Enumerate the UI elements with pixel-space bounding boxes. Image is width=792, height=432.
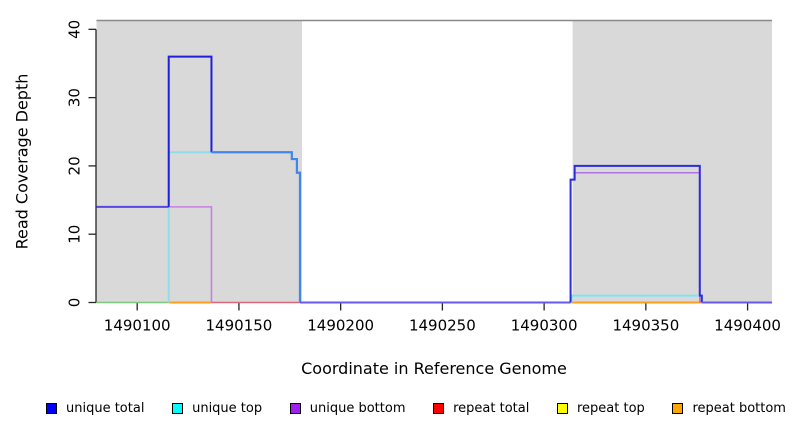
y-tick-label: 0 — [66, 298, 84, 308]
series-segment-unique-bottom-14 — [168, 206, 213, 303]
x-tick-label: 1490250 — [409, 317, 476, 335]
legend-swatch-repeat-bottom — [672, 402, 684, 414]
y-tick-label: 20 — [66, 156, 84, 175]
legend-swatch-repeat-total — [433, 402, 445, 414]
legend: unique total unique top unique bottom repea… — [46, 398, 786, 418]
shaded-region-right — [572, 20, 772, 303]
legend-swatch-unique-top — [172, 402, 184, 414]
legend-item-unique-bottom: unique bottom — [289, 400, 406, 416]
legend-item-repeat-bottom: repeat bottom — [672, 401, 786, 416]
x-tick-label: 1490400 — [714, 317, 781, 335]
x-tick-label: 1490100 — [104, 317, 171, 335]
x-tick-label: 1490350 — [612, 317, 679, 335]
legend-label-repeat-top: repeat top — [577, 400, 645, 416]
legend-label-repeat-bottom: repeat bottom — [692, 400, 786, 416]
legend-item-repeat-top: repeat top — [557, 401, 645, 416]
legend-label-unique-bottom: unique bottom — [309, 400, 406, 416]
series-segment-unique-top-1-right — [570, 294, 698, 303]
chart-canvas: 0 10 20 30 40 1490100 1490150 1490200 1490250 149… — [66, 19, 781, 335]
legend-swatch-repeat-top — [557, 402, 568, 414]
legend-swatch-unique-bottom — [289, 402, 301, 414]
shaded-region-left — [96, 20, 302, 303]
legend-item-unique-total: unique total — [46, 401, 144, 416]
y-tick-label: 40 — [66, 20, 84, 39]
series-segment-unique-total-36 — [167, 55, 213, 207]
x-tick-label: 1490300 — [511, 317, 578, 335]
legend-item-unique-top: unique top — [172, 401, 262, 416]
x-tick-label: 1490200 — [307, 317, 374, 335]
legend-swatch-unique-total — [46, 402, 57, 414]
legend-label-unique-total: unique total — [66, 400, 145, 416]
x-axis-title: Coordinate in Reference Genome — [301, 359, 567, 378]
y-axis-title: Read Coverage Depth — [12, 73, 32, 250]
y-tick-label: 30 — [66, 88, 84, 107]
series-segment-overlap-unique-total-top-22-steps — [211, 151, 302, 303]
x-tick-label: 1490150 — [206, 317, 273, 335]
legend-item-repeat-total: repeat total — [433, 401, 529, 416]
legend-label-unique-top: unique top — [192, 400, 263, 416]
legend-label-repeat-total: repeat total — [453, 400, 530, 416]
series-segment-unique-total-20-right — [569, 164, 703, 303]
y-tick-label: 10 — [66, 225, 84, 244]
